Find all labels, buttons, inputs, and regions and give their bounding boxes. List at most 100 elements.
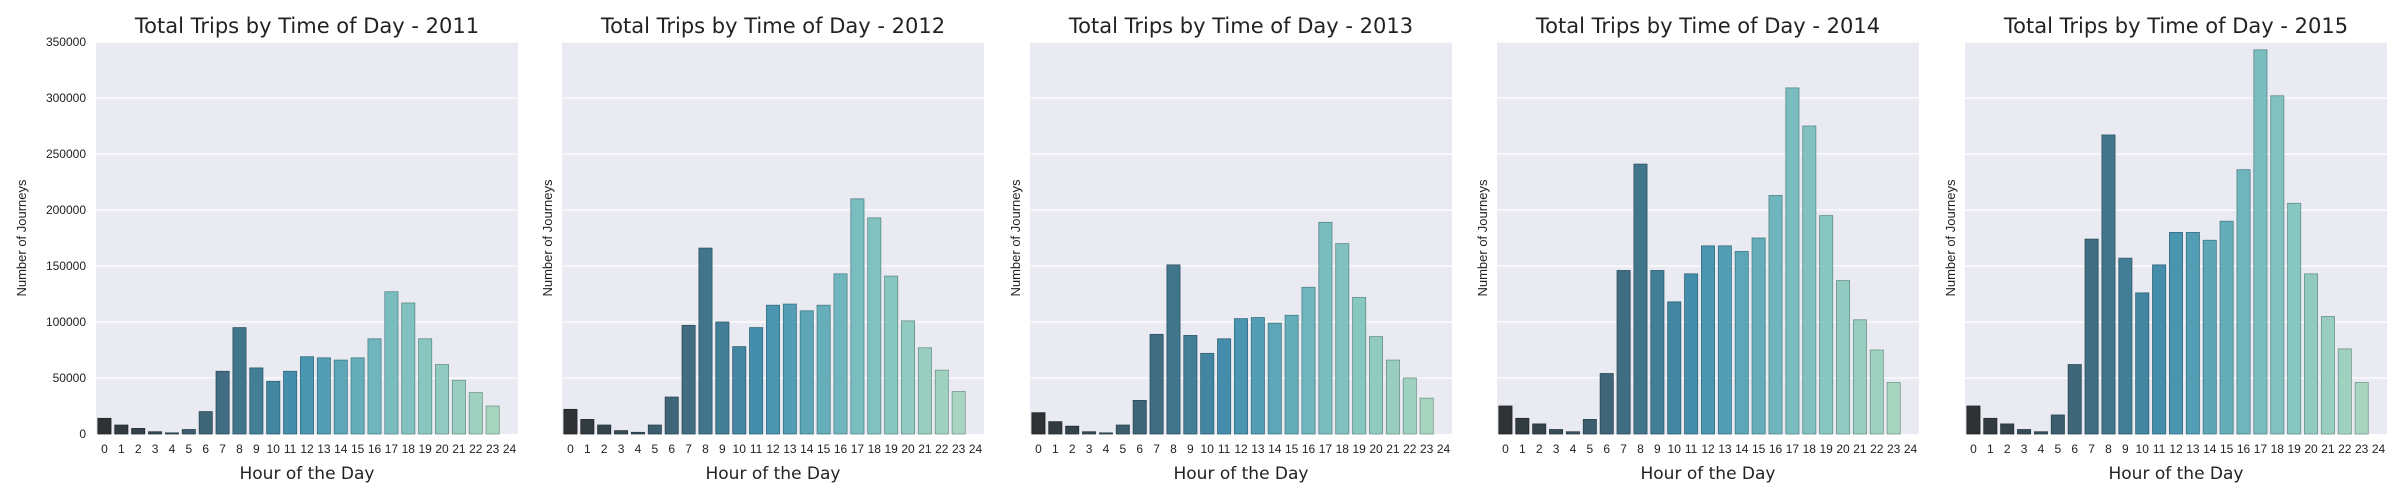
bar-hour-2 (1532, 423, 1547, 435)
x-tick-label: 0 (1502, 442, 1509, 456)
bar-hour-16 (367, 338, 382, 435)
bar-hour-20 (901, 320, 916, 435)
x-tick-label: 10 (2136, 442, 2150, 456)
bar-hour-2 (597, 424, 612, 435)
bar-hour-22 (1402, 377, 1417, 435)
x-tick-label: 24 (969, 442, 983, 456)
chart-title: Total Trips by Time of Day - 2013 (1068, 14, 1413, 38)
x-tick-label: 22 (469, 442, 483, 456)
y-axis-label: Number of Journeys (1008, 179, 1023, 297)
bar-hour-7 (215, 370, 230, 435)
x-tick-label: 16 (1769, 442, 1783, 456)
bar-hour-22 (468, 392, 483, 435)
bar-hour-18 (867, 217, 882, 435)
bar-hour-1 (580, 419, 595, 435)
bar-hour-0 (1966, 405, 1981, 435)
x-tick-label: 6 (1136, 442, 1143, 456)
x-tick-label: 10 (733, 442, 747, 456)
chart-title: Total Trips by Time of Day - 2012 (600, 14, 945, 38)
bar-hour-14 (1267, 322, 1282, 435)
x-tick-label: 17 (851, 442, 865, 456)
y-axis-label: Number of Journeys (540, 179, 555, 297)
bar-hour-15 (816, 304, 831, 435)
bar-hour-8 (1633, 163, 1648, 435)
x-tick-label: 22 (1870, 442, 1884, 456)
bar-hour-10 (1667, 301, 1682, 435)
x-tick-label: 12 (1701, 442, 1715, 456)
x-tick-label: 24 (1437, 442, 1451, 456)
x-tick-label: 23 (2355, 442, 2369, 456)
x-tick-label: 23 (1420, 442, 1434, 456)
bar-hour-3 (148, 431, 163, 435)
x-tick-label: 23 (486, 442, 500, 456)
bar-hour-19 (1352, 296, 1367, 435)
bar-hour-12 (2169, 231, 2183, 435)
x-tick-label: 1 (1519, 442, 1526, 456)
x-tick-label: 17 (1319, 442, 1333, 456)
x-tick-label: 13 (1251, 442, 1265, 456)
bar-hour-7 (1149, 333, 1164, 435)
x-tick-label: 8 (2105, 442, 2112, 456)
x-tick-label: 8 (1637, 442, 1644, 456)
bar-hour-6 (1599, 373, 1614, 435)
x-tick-label: 3 (618, 442, 625, 456)
x-tick-label: 7 (685, 442, 692, 456)
chart-title: Total Trips by Time of Day - 2011 (134, 14, 479, 38)
x-tick-label: 18 (402, 442, 416, 456)
x-tick-label: 9 (1187, 442, 1194, 456)
bar-hour-6 (1132, 399, 1147, 435)
bar-hour-2 (1065, 425, 1080, 435)
bar-hour-10 (732, 346, 747, 435)
x-tick-label: 22 (2338, 442, 2352, 456)
bar-hour-23 (951, 391, 966, 435)
x-tick-label: 1 (1987, 442, 1994, 456)
bar-hour-8 (232, 327, 247, 435)
x-tick-label: 16 (1302, 442, 1316, 456)
x-tick-label: 15 (2220, 442, 2234, 456)
x-tick-label: 19 (418, 442, 432, 456)
bar-hour-2 (2000, 423, 2015, 435)
bar-hour-20 (435, 364, 450, 435)
bar-hour-13 (316, 357, 331, 435)
bar-hour-13 (1717, 245, 1732, 435)
x-tick-label: 7 (219, 442, 226, 456)
bar-hour-0 (97, 417, 112, 435)
x-tick-label: 2 (2004, 442, 2011, 456)
chart-panel-0: 0 50000 100000 150000 200000 250000 300000 3500… (14, 14, 518, 484)
x-tick-label: 10 (1668, 442, 1682, 456)
x-tick-label: 2 (135, 442, 142, 456)
bar-hour-1 (1048, 421, 1063, 435)
x-tick-label: 5 (1586, 442, 1593, 456)
x-tick-label: 10 (1201, 442, 1215, 456)
bar-hour-4 (1565, 431, 1580, 435)
bar-hour-12 (1701, 245, 1715, 435)
bar-hour-7 (1616, 270, 1631, 435)
bar-hour-0 (563, 408, 578, 435)
x-tick-label: 5 (185, 442, 192, 456)
x-tick-label: 22 (935, 442, 949, 456)
bar-hour-15 (350, 357, 365, 435)
y-tick-label: 300000 (46, 91, 86, 105)
bar-hour-10 (266, 380, 281, 435)
x-tick-label: 13 (783, 442, 797, 456)
x-tick-label: 0 (567, 442, 574, 456)
bar-hour-11 (749, 327, 764, 435)
bar-hour-11 (1217, 338, 1232, 435)
x-tick-label: 9 (253, 442, 260, 456)
bar-hour-16 (1301, 286, 1316, 435)
x-tick-label: 0 (1035, 442, 1042, 456)
x-axis-label: Hour of the Day (1173, 464, 1308, 484)
bar-hour-7 (681, 324, 696, 435)
bar-hour-5 (2050, 414, 2065, 435)
bar-hour-5 (1115, 424, 1130, 435)
x-tick-label: 17 (1786, 442, 1800, 456)
x-tick-label: 23 (1887, 442, 1901, 456)
bar-hour-17 (2253, 49, 2268, 435)
x-tick-label: 9 (2122, 442, 2129, 456)
x-tick-label: 17 (385, 442, 399, 456)
x-tick-label: 3 (1086, 442, 1093, 456)
x-tick-label: 5 (651, 442, 658, 456)
x-tick-label: 6 (1603, 442, 1610, 456)
x-tick-label: 11 (1685, 442, 1698, 456)
x-tick-label: 12 (2169, 442, 2183, 456)
